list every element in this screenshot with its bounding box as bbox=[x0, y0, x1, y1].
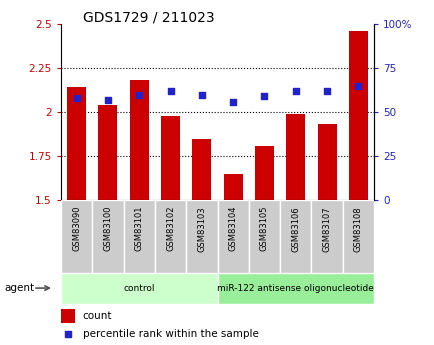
Point bbox=[292, 88, 299, 94]
Bar bbox=[98, 105, 117, 200]
Bar bbox=[279, 200, 311, 273]
Bar bbox=[61, 309, 75, 323]
Text: GSM83090: GSM83090 bbox=[72, 206, 81, 252]
Point bbox=[260, 93, 267, 99]
Text: GSM83108: GSM83108 bbox=[353, 206, 362, 252]
Point bbox=[229, 99, 236, 104]
Text: GSM83103: GSM83103 bbox=[197, 206, 206, 252]
Text: GSM83100: GSM83100 bbox=[103, 206, 112, 252]
Point bbox=[167, 88, 174, 94]
Bar bbox=[348, 31, 367, 200]
Text: GDS1729 / 211023: GDS1729 / 211023 bbox=[82, 10, 214, 24]
Point bbox=[135, 92, 142, 97]
Bar bbox=[217, 200, 248, 273]
Text: percentile rank within the sample: percentile rank within the sample bbox=[82, 329, 258, 339]
Bar bbox=[342, 200, 373, 273]
Bar bbox=[311, 200, 342, 273]
Text: agent: agent bbox=[4, 283, 34, 293]
Bar bbox=[186, 200, 217, 273]
Text: GSM83105: GSM83105 bbox=[260, 206, 268, 252]
Text: miR-122 antisense oligonucleotide: miR-122 antisense oligonucleotide bbox=[217, 284, 373, 293]
Bar bbox=[161, 116, 180, 200]
Text: GSM83104: GSM83104 bbox=[228, 206, 237, 252]
Text: GSM83107: GSM83107 bbox=[322, 206, 331, 252]
Text: GSM83101: GSM83101 bbox=[135, 206, 143, 252]
Bar bbox=[61, 200, 92, 273]
Text: control: control bbox=[123, 284, 155, 293]
Point bbox=[198, 92, 205, 97]
Bar bbox=[67, 88, 86, 200]
Point bbox=[104, 97, 111, 102]
Bar bbox=[192, 138, 211, 200]
Bar bbox=[248, 200, 279, 273]
Bar bbox=[155, 200, 186, 273]
Point bbox=[354, 83, 361, 89]
Point bbox=[64, 331, 71, 337]
Bar bbox=[92, 200, 123, 273]
Bar bbox=[286, 114, 305, 200]
Text: count: count bbox=[82, 311, 112, 321]
Bar bbox=[123, 200, 155, 273]
Bar bbox=[317, 125, 336, 200]
Point bbox=[73, 95, 80, 101]
Bar bbox=[61, 273, 217, 304]
Text: GSM83102: GSM83102 bbox=[166, 206, 174, 252]
Point bbox=[323, 88, 330, 94]
Bar bbox=[217, 273, 373, 304]
Text: GSM83106: GSM83106 bbox=[291, 206, 299, 252]
Bar bbox=[254, 146, 273, 200]
Bar bbox=[223, 174, 242, 200]
Bar bbox=[129, 80, 148, 200]
